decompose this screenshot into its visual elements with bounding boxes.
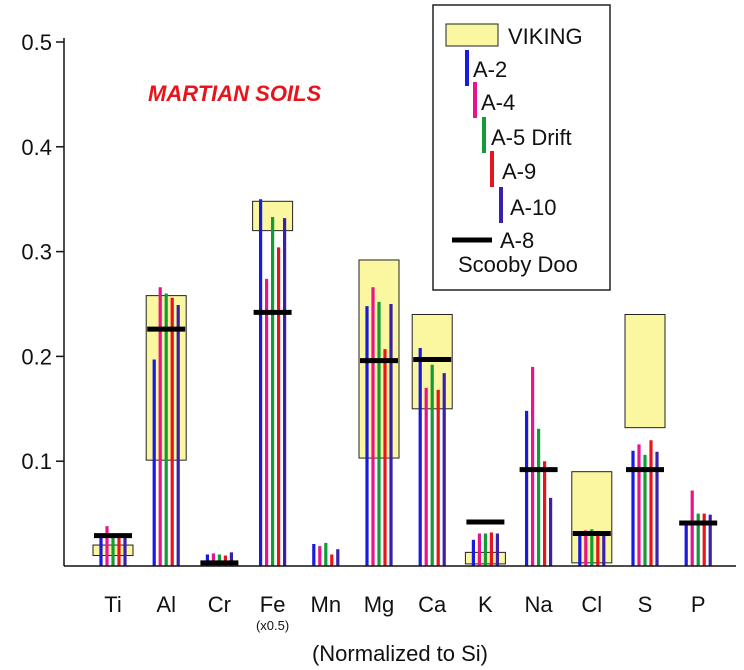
legend-label-a10: A-10 [510,195,556,220]
y-tick-label-3: 0.4 [21,135,52,160]
legend: VIKING A-2 A-4 A-5 Drift A-9 A-10 A-8 Sc… [432,4,611,291]
x-tick-label-cl: Cl [581,592,602,617]
legend-label-a4: A-4 [481,90,515,115]
legend-label-a2: A-2 [473,57,507,82]
x-tick-label-mg: Mg [364,592,395,617]
x-tick-label-k: K [478,592,493,617]
plot-area [92,199,718,566]
legend-label-scooby-doo: Scooby Doo [458,252,578,277]
legend-label-a8: A-8 [500,228,534,253]
legend-label-a5: A-5 Drift [491,125,572,150]
x-tick-label-cr: Cr [208,592,231,617]
x-tick-label-al: Al [156,592,176,617]
x-tick-label-mn: Mn [311,592,342,617]
x-tick-label-p: P [691,592,706,617]
x-tick-label-ti: Ti [104,592,122,617]
viking-range-s [624,313,666,429]
legend-label-a9: A-9 [502,159,536,184]
x-tick-label-fe: Fe [260,592,286,617]
martian-soils-annotation: MARTIAN SOILS [148,81,321,106]
axes: Ti Al Cr Fe(x0.5) Mn Mg Ca K Na Cl S P 0.1 0.2 0.3 0.4 0… [21,30,736,633]
y-tick-label-0: 0.1 [21,449,52,474]
x-axis-label: (Normalized to Si) [312,641,488,666]
legend-label-viking: VIKING [508,24,583,49]
x-tick-label-s: S [638,592,653,617]
y-tick-label-4: 0.5 [21,30,52,55]
legend-swatch-viking [445,23,499,47]
x-tick-label-na: Na [525,592,554,617]
y-tick-label-2: 0.3 [21,240,52,265]
x-tick-note-fe: (x0.5) [256,618,289,633]
y-tick-label-1: 0.2 [21,344,52,369]
x-tick-label-ca: Ca [418,592,447,617]
